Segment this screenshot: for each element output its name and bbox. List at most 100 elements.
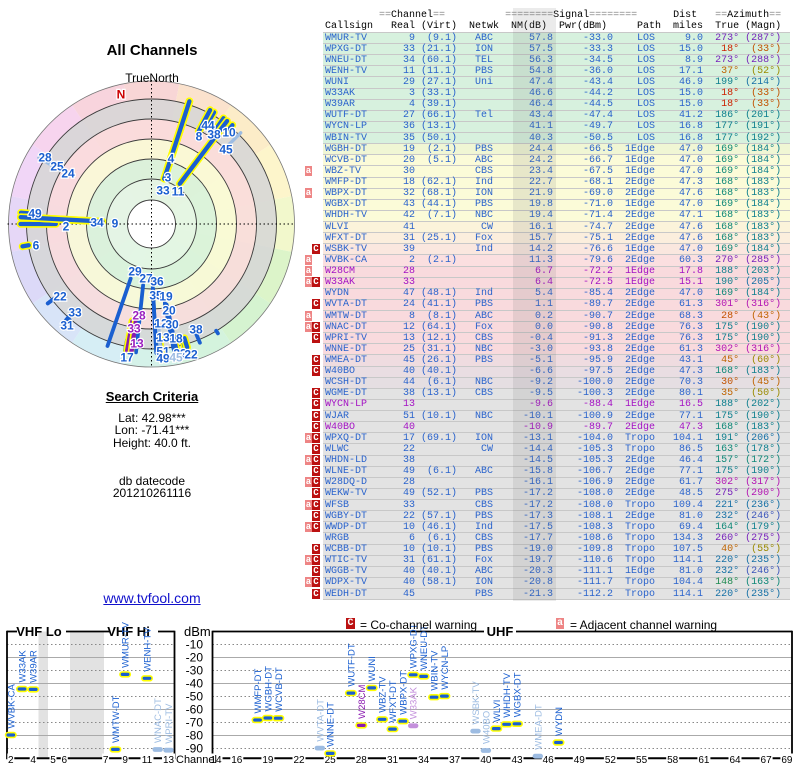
svg-text:2: 2 bbox=[63, 220, 70, 234]
svg-text:-90: -90 bbox=[186, 742, 204, 756]
svg-text:45: 45 bbox=[169, 351, 183, 365]
svg-text:4: 4 bbox=[30, 755, 36, 766]
svg-text:WYCN-LP: WYCN-LP bbox=[440, 646, 451, 690]
svg-text:14: 14 bbox=[210, 755, 222, 766]
svg-text:33: 33 bbox=[156, 184, 170, 198]
svg-text:W40BO: W40BO bbox=[481, 711, 492, 744]
svg-text:-30: -30 bbox=[186, 664, 204, 678]
svg-text:30: 30 bbox=[165, 318, 179, 332]
svg-text:11: 11 bbox=[142, 755, 153, 766]
svg-text:12: 12 bbox=[154, 317, 168, 331]
svg-text:13: 13 bbox=[130, 337, 144, 351]
svg-text:28: 28 bbox=[132, 309, 146, 323]
svg-text:VHF Lo: VHF Lo bbox=[16, 624, 62, 639]
svg-text:34: 34 bbox=[418, 755, 430, 766]
svg-text:38: 38 bbox=[207, 128, 221, 142]
svg-text:VHF Hi: VHF Hi bbox=[107, 624, 150, 639]
svg-text:19: 19 bbox=[262, 755, 274, 766]
svg-text:13: 13 bbox=[156, 331, 170, 345]
svg-text:29: 29 bbox=[128, 265, 142, 279]
svg-text:-50: -50 bbox=[186, 690, 204, 704]
svg-text:W28CM: W28CM bbox=[357, 685, 368, 719]
svg-text:19: 19 bbox=[159, 290, 173, 304]
svg-text:9: 9 bbox=[112, 217, 119, 231]
svg-text:WHDH-TV: WHDH-TV bbox=[502, 672, 513, 718]
svg-text:28: 28 bbox=[356, 755, 368, 766]
svg-text:WLVI: WLVI bbox=[492, 700, 503, 723]
svg-text:dBm: dBm bbox=[184, 624, 211, 639]
svg-text:37: 37 bbox=[449, 755, 461, 766]
svg-text:6: 6 bbox=[33, 239, 40, 253]
svg-text:18: 18 bbox=[169, 332, 183, 346]
svg-text:WYDN: WYDN bbox=[554, 707, 565, 736]
svg-text:28: 28 bbox=[38, 151, 52, 165]
svg-text:10: 10 bbox=[222, 126, 236, 140]
svg-text:38: 38 bbox=[189, 323, 203, 337]
svg-text:64: 64 bbox=[729, 755, 741, 766]
svg-text:WSBK-TV: WSBK-TV bbox=[471, 681, 482, 725]
svg-text:W33AK: W33AK bbox=[409, 686, 420, 719]
svg-text:WMEA-DT: WMEA-DT bbox=[533, 704, 544, 750]
svg-text:40: 40 bbox=[480, 755, 492, 766]
svg-text:3: 3 bbox=[165, 171, 172, 185]
svg-text:58: 58 bbox=[667, 755, 679, 766]
svg-text:WVTA-DT: WVTA-DT bbox=[315, 699, 326, 742]
svg-text:WNNE-DT: WNNE-DT bbox=[326, 702, 337, 747]
svg-text:WGBX-DT: WGBX-DT bbox=[513, 672, 524, 717]
svg-text:8: 8 bbox=[196, 130, 203, 144]
svg-text:WMTW-DT: WMTW-DT bbox=[111, 695, 122, 743]
svg-text:35: 35 bbox=[149, 289, 163, 303]
svg-text:67: 67 bbox=[761, 755, 773, 766]
svg-text:WUNI: WUNI bbox=[367, 656, 378, 681]
svg-text:69: 69 bbox=[781, 755, 793, 766]
svg-text:WFXT-DT: WFXT-DT bbox=[388, 680, 399, 722]
svg-text:WNEU-DT: WNEU-DT bbox=[419, 625, 430, 670]
svg-text:W33AK: W33AK bbox=[18, 650, 29, 683]
svg-text:WUTF-DT: WUTF-DT bbox=[346, 643, 357, 686]
svg-text:WGBH-DT: WGBH-DT bbox=[263, 666, 274, 712]
svg-text:49: 49 bbox=[28, 207, 42, 221]
svg-text:33: 33 bbox=[127, 322, 141, 336]
svg-text:33: 33 bbox=[68, 306, 82, 320]
svg-text:WCVB-DT: WCVB-DT bbox=[274, 667, 285, 712]
svg-text:43: 43 bbox=[511, 755, 523, 766]
svg-text:13: 13 bbox=[163, 755, 175, 766]
svg-text:25: 25 bbox=[325, 755, 337, 766]
svg-text:52: 52 bbox=[605, 755, 617, 766]
svg-text:11: 11 bbox=[172, 185, 185, 199]
svg-text:-10: -10 bbox=[186, 638, 204, 652]
svg-text:31: 31 bbox=[60, 319, 74, 333]
svg-text:24: 24 bbox=[61, 167, 75, 181]
svg-text:49: 49 bbox=[156, 352, 170, 366]
svg-text:Channel: Channel bbox=[176, 754, 217, 766]
svg-text:5: 5 bbox=[50, 755, 56, 766]
svg-text:WNAC-DT: WNAC-DT bbox=[153, 698, 164, 743]
svg-text:32: 32 bbox=[173, 347, 187, 361]
svg-text:W39AR: W39AR bbox=[29, 650, 40, 683]
svg-text:49: 49 bbox=[574, 755, 586, 766]
svg-text:WMUR-TV: WMUR-TV bbox=[121, 621, 132, 668]
svg-text:-60: -60 bbox=[186, 703, 204, 717]
svg-text:22: 22 bbox=[293, 755, 305, 766]
svg-text:UHF: UHF bbox=[487, 624, 514, 639]
svg-text:WPRI-TV: WPRI-TV bbox=[164, 703, 175, 744]
svg-text:25: 25 bbox=[50, 160, 64, 174]
svg-text:WBIN-TV: WBIN-TV bbox=[430, 650, 441, 691]
svg-text:-80: -80 bbox=[186, 729, 204, 743]
svg-text:34: 34 bbox=[90, 216, 104, 230]
svg-text:-70: -70 bbox=[186, 716, 204, 730]
svg-text:WPXG-DT: WPXG-DT bbox=[409, 623, 420, 668]
svg-text:51: 51 bbox=[156, 345, 170, 359]
svg-text:31: 31 bbox=[387, 755, 399, 766]
svg-text:WBZ-TV: WBZ-TV bbox=[378, 676, 389, 713]
svg-text:22: 22 bbox=[53, 290, 67, 304]
svg-text:WBPX-DT: WBPX-DT bbox=[398, 671, 409, 715]
svg-text:-40: -40 bbox=[186, 677, 204, 691]
svg-text:16: 16 bbox=[231, 755, 243, 766]
svg-text:WENH-TV: WENH-TV bbox=[143, 627, 154, 672]
svg-text:-20: -20 bbox=[186, 651, 204, 665]
svg-text:46: 46 bbox=[543, 755, 555, 766]
svg-text:22: 22 bbox=[184, 348, 198, 362]
svg-text:44: 44 bbox=[201, 119, 215, 133]
svg-text:7: 7 bbox=[103, 755, 109, 766]
